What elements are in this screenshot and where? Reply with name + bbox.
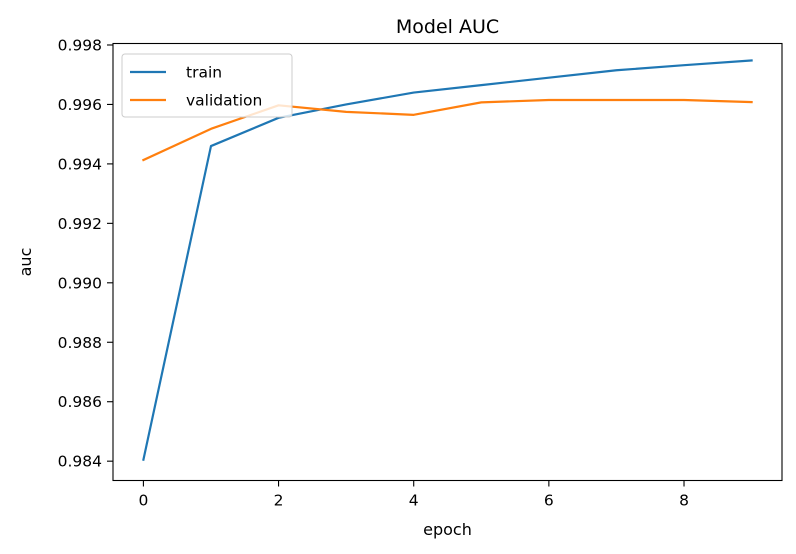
x-axis-ticks: 0 2 4 6 8	[138, 480, 689, 510]
y-tick-label: 0.994	[58, 155, 102, 173]
x-tick-label: 4	[409, 492, 419, 510]
y-axis-label: auc	[16, 248, 35, 277]
series-line-train	[142, 59, 753, 461]
plot-frame	[112, 42, 783, 482]
legend-label-validation: validation	[186, 92, 262, 110]
y-tick-label: 0.988	[58, 334, 102, 352]
legend-label-train: train	[186, 64, 222, 82]
x-axis-label: epoch	[423, 520, 472, 539]
y-tick-label: 0.984	[58, 453, 102, 471]
x-tick-label: 6	[544, 492, 554, 510]
legend: train validation	[121, 53, 293, 118]
y-tick-label: 0.986	[58, 393, 102, 411]
x-tick-label: 2	[274, 492, 284, 510]
chart-title: Model AUC	[396, 16, 499, 38]
legend-box	[121, 53, 293, 118]
y-tick-label: 0.992	[58, 215, 102, 233]
x-tick-label: 8	[679, 492, 689, 510]
y-axis-ticks: 0.984 0.986 0.988 0.990 0.992 0.994 0.996 0.998	[58, 36, 113, 471]
x-tick-label: 0	[138, 492, 148, 510]
y-tick-label: 0.998	[58, 36, 102, 54]
legend-items: train validation	[130, 64, 262, 110]
y-tick-label: 0.990	[58, 274, 102, 292]
y-tick-label: 0.996	[58, 96, 102, 114]
